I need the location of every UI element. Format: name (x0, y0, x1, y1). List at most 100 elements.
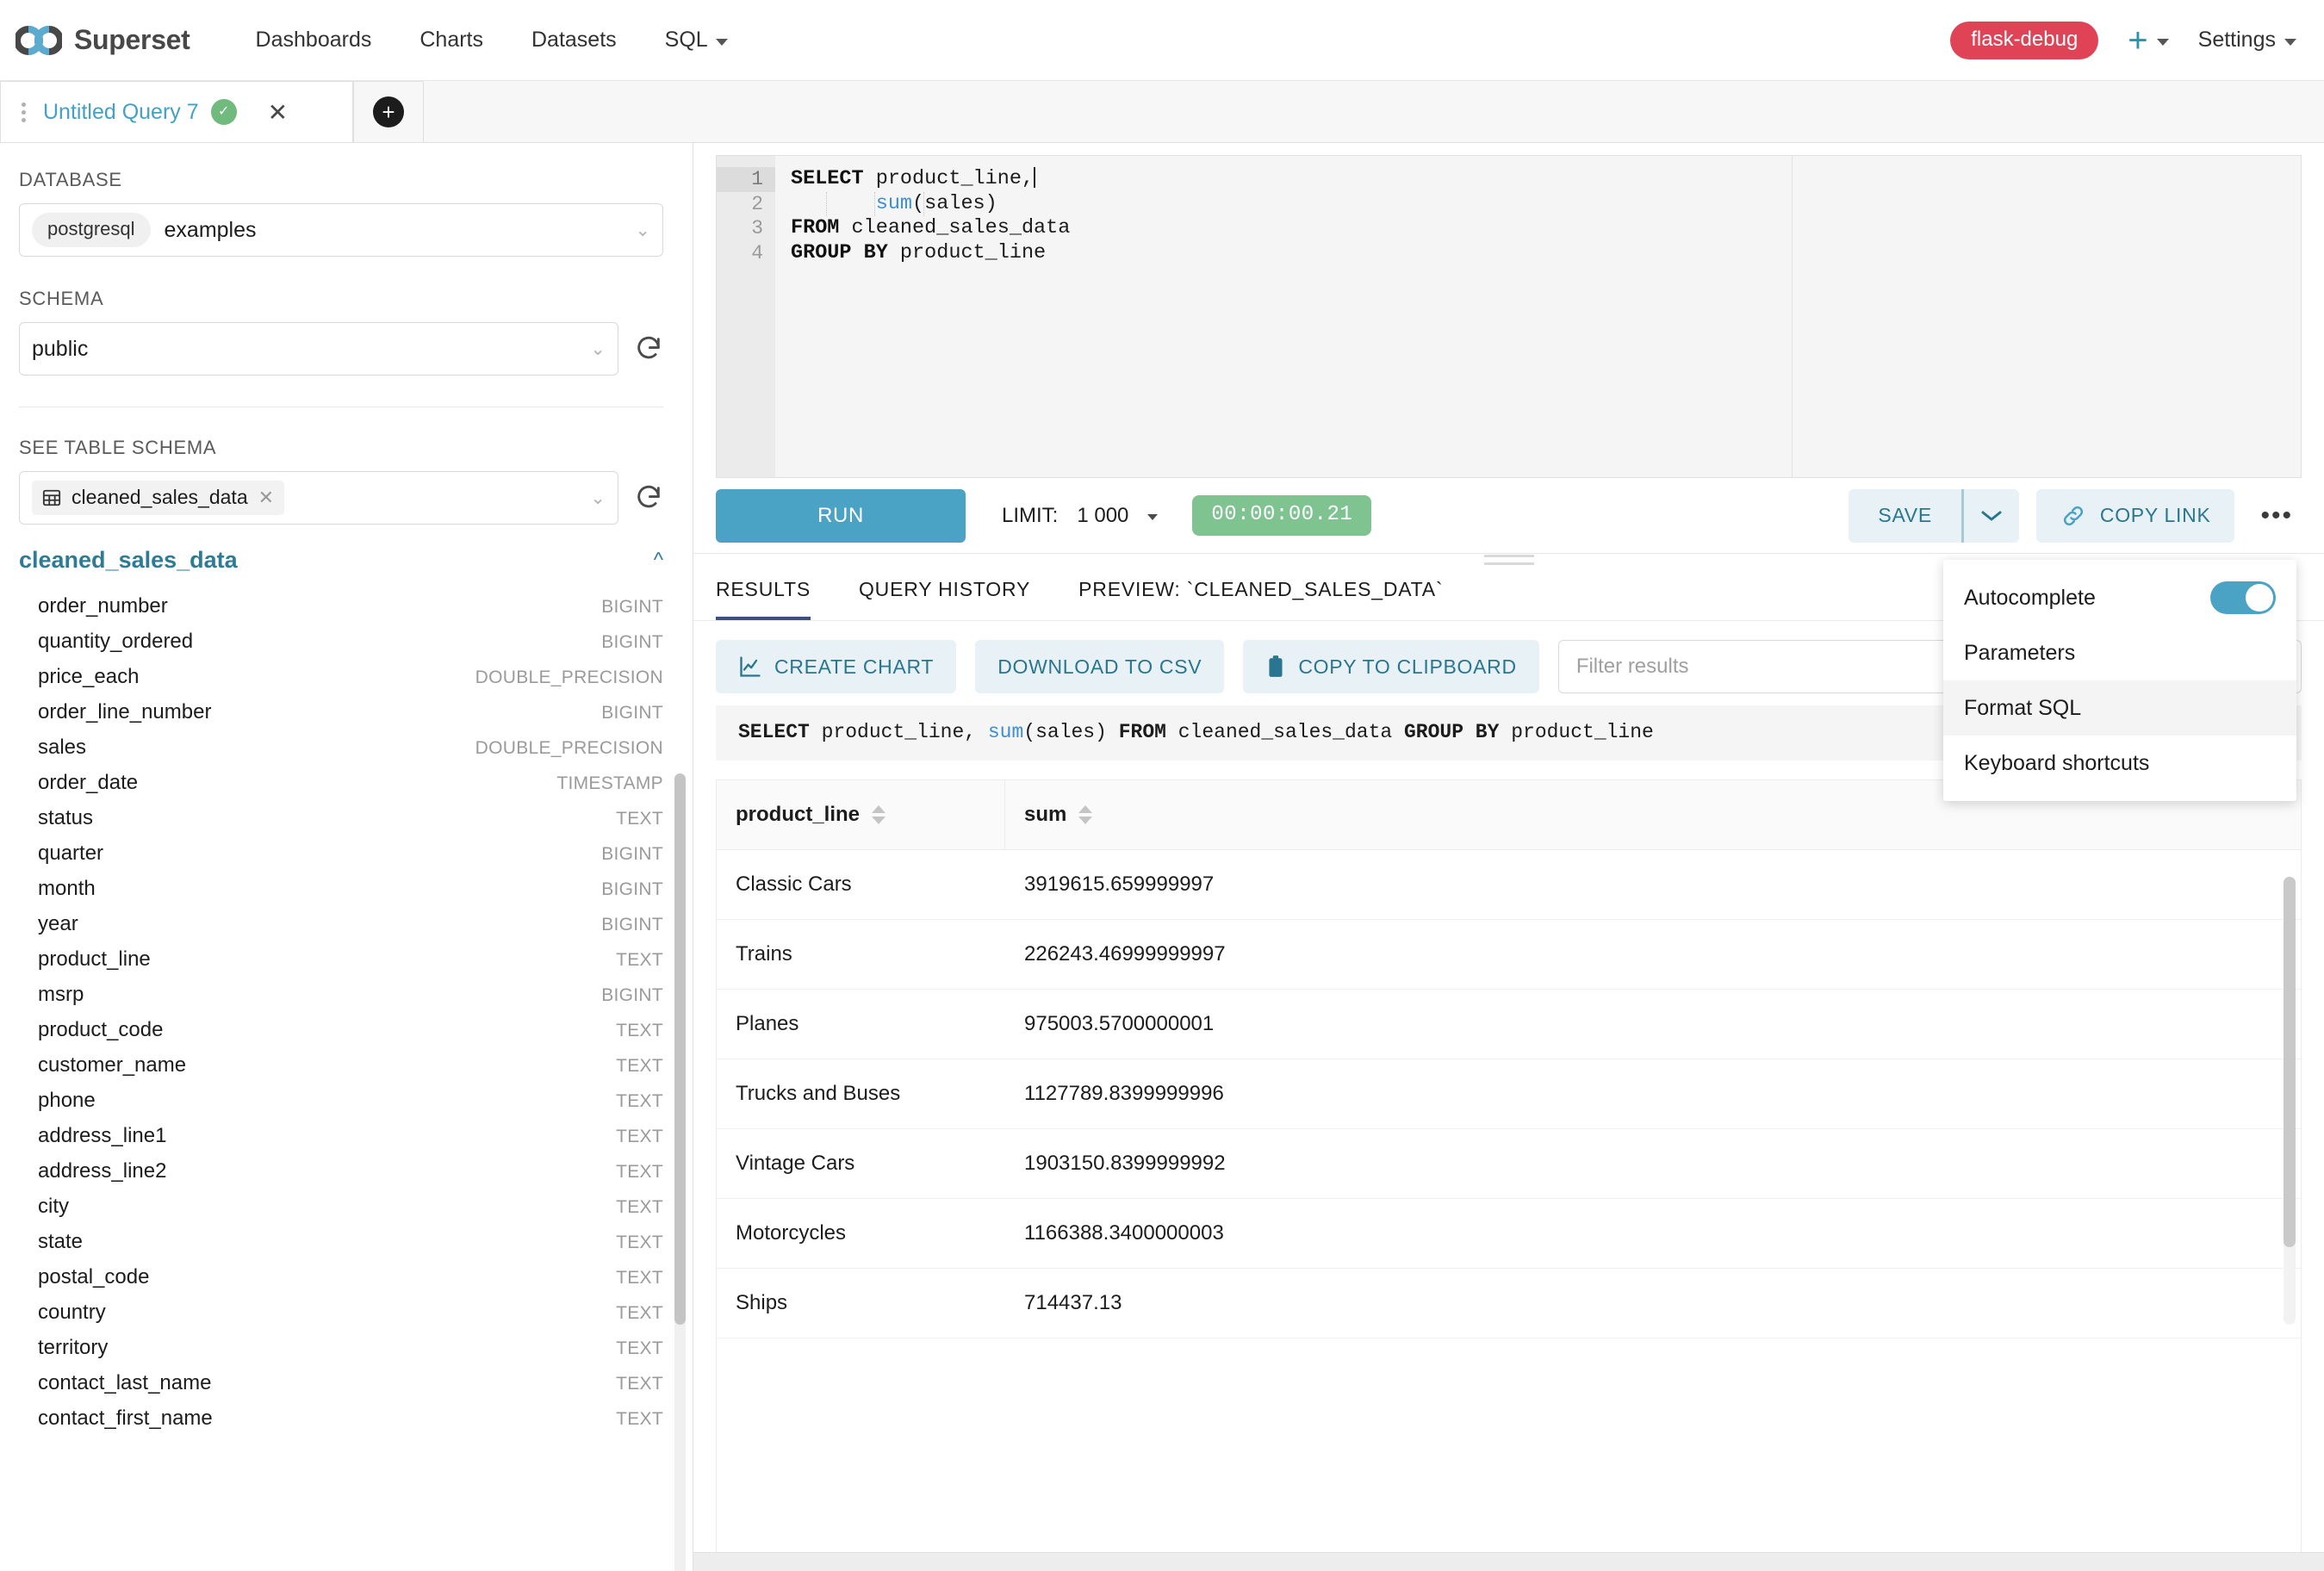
refresh-table-icon[interactable] (634, 483, 663, 512)
database-select[interactable]: postgresql examples ⌄ (19, 203, 663, 257)
column-list-item[interactable]: postal_code TEXT (19, 1260, 663, 1295)
column-list-item[interactable]: contact_first_name TEXT (19, 1401, 663, 1437)
column-list-item[interactable]: address_line1 TEXT (19, 1119, 663, 1154)
save-button[interactable]: SAVE (1849, 488, 1961, 543)
run-button[interactable]: RUN (716, 488, 966, 543)
download-csv-button[interactable]: DOWNLOAD TO CSV (975, 640, 1225, 693)
column-list-item[interactable]: quarter BIGINT (19, 836, 663, 872)
brand-home-link[interactable]: Superset (16, 23, 190, 58)
new-item-menu[interactable]: + (2128, 23, 2169, 58)
column-list-item[interactable]: customer_name TEXT (19, 1048, 663, 1084)
menu-item-label: Autocomplete (1964, 585, 2096, 610)
column-type: TEXT (616, 1197, 663, 1217)
column-list-item[interactable]: state TEXT (19, 1225, 663, 1260)
table-cell-product_line: Classic Cars (736, 872, 852, 896)
copy-link-label: COPY LINK (2099, 504, 2211, 526)
table-row[interactable]: Vintage Cars 1903150.8399999992 (717, 1129, 2301, 1199)
column-list-item[interactable]: territory TEXT (19, 1331, 663, 1366)
column-list-item[interactable]: month BIGINT (19, 872, 663, 907)
table-row[interactable]: Trucks and Buses 1127789.8399999996 (717, 1059, 2301, 1129)
table-row[interactable]: Ships 714437.13 (717, 1269, 2301, 1338)
schema-value: public (32, 336, 89, 361)
sql-code-editor[interactable]: 1 2 3 4 SELECT product_line, sum(sales) … (716, 155, 2302, 478)
menu-item-autocomplete[interactable]: Autocomplete (1943, 570, 2296, 625)
column-header-product-line[interactable]: product_line (717, 780, 1005, 849)
column-list-item[interactable]: product_line TEXT (19, 942, 663, 978)
column-list-item[interactable]: msrp BIGINT (19, 978, 663, 1013)
editor-resize-handle[interactable] (1483, 555, 1534, 565)
schema-select[interactable]: public ⌄ (19, 322, 618, 376)
sort-icon[interactable] (1078, 805, 1093, 824)
save-dropdown-button[interactable] (1963, 488, 2019, 543)
new-query-tab-button[interactable]: + (353, 81, 424, 142)
column-list-item[interactable]: product_code TEXT (19, 1013, 663, 1048)
column-name: contact_first_name (38, 1406, 213, 1430)
chevron-up-icon[interactable]: ^ (653, 548, 663, 572)
column-list-item[interactable]: price_each DOUBLE_PRECISION (19, 660, 663, 695)
table-expander-header[interactable]: cleaned_sales_data ^ (0, 525, 693, 589)
column-name: city (38, 1195, 69, 1218)
column-list-item[interactable]: quantity_ordered BIGINT (19, 624, 663, 660)
column-header-sum[interactable]: sum (1005, 780, 2301, 849)
ellipsis-icon[interactable]: ••• (2252, 502, 2302, 529)
column-list-item[interactable]: phone TEXT (19, 1084, 663, 1119)
sql-keyword-from: FROM (1118, 721, 1166, 743)
table-cell-product_line: Motorcycles (736, 1221, 847, 1245)
drag-handle-icon[interactable] (16, 101, 31, 124)
table-row[interactable]: Planes 975003.5700000001 (717, 990, 2301, 1059)
menu-item-keyboard-shortcuts[interactable]: Keyboard shortcuts (1943, 736, 2296, 791)
sql-text-1: product_line, (809, 721, 988, 743)
results-table: product_line sum Classic Cars 3919615.659… (716, 779, 2302, 1552)
code-line-3: FROM cleaned_sales_data (791, 216, 1071, 239)
results-scrollbar[interactable] (2284, 877, 2296, 1325)
copy-link-button[interactable]: COPY LINK (2035, 488, 2235, 543)
nav-link-datasets[interactable]: Datasets (531, 28, 617, 52)
column-name: address_line1 (38, 1124, 167, 1147)
table-row[interactable]: Trains 226243.46999999997 (717, 920, 2301, 990)
column-list-item[interactable]: address_line2 TEXT (19, 1154, 663, 1189)
nav-link-dashboards[interactable]: Dashboards (255, 28, 372, 52)
column-list-item[interactable]: order_date TIMESTAMP (19, 766, 663, 801)
tab-query-history[interactable]: QUERY HISTORY (858, 578, 1031, 600)
table-schema-label: SEE TABLE SCHEMA (19, 437, 217, 458)
column-list-item[interactable]: order_number BIGINT (19, 589, 663, 624)
table-cell-product_line: Ships (736, 1291, 788, 1314)
create-chart-button[interactable]: CREATE CHART (716, 640, 957, 693)
tab-preview-table[interactable]: PREVIEW: `CLEANED_SALES_DATA` (1078, 578, 1444, 600)
nav-link-sql[interactable]: SQL (641, 28, 752, 53)
table-select[interactable]: cleaned_sales_data ✕ ⌄ (19, 471, 618, 525)
column-list-item[interactable]: contact_last_name TEXT (19, 1366, 663, 1401)
column-list-item[interactable]: city TEXT (19, 1189, 663, 1225)
table-row[interactable]: Classic Cars 3919615.659999997 (717, 850, 2301, 920)
limit-dropdown[interactable]: LIMIT: 1 000 (1002, 504, 1159, 528)
tab-results[interactable]: RESULTS (716, 578, 811, 620)
menu-item-parameters[interactable]: Parameters (1943, 625, 2296, 680)
copy-clipboard-label: COPY TO CLIPBOARD (1298, 655, 1517, 678)
sidebar-scrollbar[interactable] (674, 773, 686, 1571)
column-list-item[interactable]: country TEXT (19, 1295, 663, 1331)
refresh-schema-icon[interactable] (634, 334, 663, 363)
query-tab-bar: Untitled Query 7 ✓ ✕ + (0, 81, 2324, 143)
menu-item-format-sql[interactable]: Format SQL (1943, 680, 2296, 736)
column-list-item[interactable]: status TEXT (19, 801, 663, 836)
column-type: TIMESTAMP (556, 773, 663, 793)
sort-icon[interactable] (872, 805, 886, 824)
column-header-label: sum (1024, 803, 1067, 826)
settings-menu[interactable]: Settings (2198, 28, 2296, 53)
menu-item-label: Parameters (1964, 640, 2076, 665)
column-list-item[interactable]: order_line_number BIGINT (19, 695, 663, 730)
column-list-item[interactable]: sales DOUBLE_PRECISION (19, 730, 663, 766)
copy-clipboard-button[interactable]: COPY TO CLIPBOARD (1243, 640, 1539, 693)
column-header-label: product_line (736, 803, 861, 826)
sql-keyword-groupby: GROUP BY (1403, 721, 1500, 743)
column-type: BIGINT (601, 597, 663, 617)
sql-code-content[interactable]: SELECT product_line, sum(sales) FROM cle… (775, 156, 2301, 477)
query-tab-untitled-query-7[interactable]: Untitled Query 7 ✓ ✕ (0, 81, 353, 142)
column-list-item[interactable]: year BIGINT (19, 907, 663, 942)
table-row[interactable]: Motorcycles 1166388.3400000003 (717, 1199, 2301, 1269)
nav-link-charts[interactable]: Charts (419, 28, 483, 52)
sql-text-4: product_line (1499, 721, 1654, 743)
autocomplete-toggle[interactable] (2210, 581, 2276, 614)
remove-table-icon[interactable]: ✕ (258, 486, 275, 508)
close-icon[interactable]: ✕ (267, 98, 289, 126)
